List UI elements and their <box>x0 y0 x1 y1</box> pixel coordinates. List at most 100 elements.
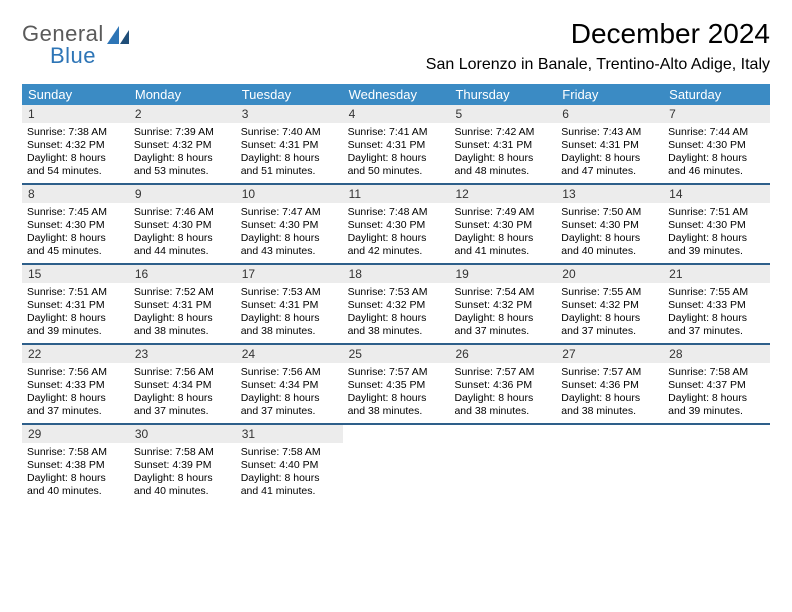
week-row: 29Sunrise: 7:58 AMSunset: 4:38 PMDayligh… <box>22 423 770 503</box>
day-number: 5 <box>449 105 556 123</box>
day-cell: 24Sunrise: 7:56 AMSunset: 4:34 PMDayligh… <box>236 345 343 423</box>
dow-saturday: Saturday <box>663 84 770 105</box>
day-body: Sunrise: 7:46 AMSunset: 4:30 PMDaylight:… <box>129 203 236 263</box>
calendar-grid: SundayMondayTuesdayWednesdayThursdayFrid… <box>22 84 770 503</box>
day-cell: 26Sunrise: 7:57 AMSunset: 4:36 PMDayligh… <box>449 345 556 423</box>
header: General Blue December 2024 San Lorenzo i… <box>22 18 770 80</box>
day-cell: 16Sunrise: 7:52 AMSunset: 4:31 PMDayligh… <box>129 265 236 343</box>
day-number: 28 <box>663 345 770 363</box>
day-body: Sunrise: 7:57 AMSunset: 4:36 PMDaylight:… <box>556 363 663 423</box>
day-number: 20 <box>556 265 663 283</box>
dow-tuesday: Tuesday <box>236 84 343 105</box>
day-body: Sunrise: 7:50 AMSunset: 4:30 PMDaylight:… <box>556 203 663 263</box>
day-body: Sunrise: 7:58 AMSunset: 4:38 PMDaylight:… <box>22 443 129 503</box>
day-number: 19 <box>449 265 556 283</box>
day-number: 18 <box>343 265 450 283</box>
day-cell: 8Sunrise: 7:45 AMSunset: 4:30 PMDaylight… <box>22 185 129 263</box>
day-body: Sunrise: 7:58 AMSunset: 4:37 PMDaylight:… <box>663 363 770 423</box>
day-number: 2 <box>129 105 236 123</box>
day-cell: 18Sunrise: 7:53 AMSunset: 4:32 PMDayligh… <box>343 265 450 343</box>
day-cell: 29Sunrise: 7:58 AMSunset: 4:38 PMDayligh… <box>22 425 129 503</box>
day-number: 24 <box>236 345 343 363</box>
week-row: 15Sunrise: 7:51 AMSunset: 4:31 PMDayligh… <box>22 263 770 343</box>
day-body: Sunrise: 7:48 AMSunset: 4:30 PMDaylight:… <box>343 203 450 263</box>
day-body: Sunrise: 7:45 AMSunset: 4:30 PMDaylight:… <box>22 203 129 263</box>
day-body: Sunrise: 7:53 AMSunset: 4:32 PMDaylight:… <box>343 283 450 343</box>
brand-text-2: Blue <box>50 44 104 67</box>
brand-logo: General Blue <box>22 22 131 67</box>
day-cell: .. <box>343 425 450 503</box>
dow-monday: Monday <box>129 84 236 105</box>
day-body: Sunrise: 7:58 AMSunset: 4:39 PMDaylight:… <box>129 443 236 503</box>
day-number: 15 <box>22 265 129 283</box>
dow-friday: Friday <box>556 84 663 105</box>
day-number: 29 <box>22 425 129 443</box>
day-number: 12 <box>449 185 556 203</box>
day-cell: 19Sunrise: 7:54 AMSunset: 4:32 PMDayligh… <box>449 265 556 343</box>
day-body: Sunrise: 7:47 AMSunset: 4:30 PMDaylight:… <box>236 203 343 263</box>
calendar-page: General Blue December 2024 San Lorenzo i… <box>0 0 792 503</box>
day-body: Sunrise: 7:52 AMSunset: 4:31 PMDaylight:… <box>129 283 236 343</box>
day-of-week-header: SundayMondayTuesdayWednesdayThursdayFrid… <box>22 84 770 105</box>
day-number: 14 <box>663 185 770 203</box>
dow-wednesday: Wednesday <box>343 84 450 105</box>
day-cell: 30Sunrise: 7:58 AMSunset: 4:39 PMDayligh… <box>129 425 236 503</box>
day-number: 26 <box>449 345 556 363</box>
dow-thursday: Thursday <box>449 84 556 105</box>
week-row: 1Sunrise: 7:38 AMSunset: 4:32 PMDaylight… <box>22 105 770 183</box>
day-number: 4 <box>343 105 450 123</box>
day-cell: 22Sunrise: 7:56 AMSunset: 4:33 PMDayligh… <box>22 345 129 423</box>
day-number: 11 <box>343 185 450 203</box>
day-number: 3 <box>236 105 343 123</box>
day-cell: 14Sunrise: 7:51 AMSunset: 4:30 PMDayligh… <box>663 185 770 263</box>
day-cell: 10Sunrise: 7:47 AMSunset: 4:30 PMDayligh… <box>236 185 343 263</box>
day-cell: 5Sunrise: 7:42 AMSunset: 4:31 PMDaylight… <box>449 105 556 183</box>
day-body: Sunrise: 7:53 AMSunset: 4:31 PMDaylight:… <box>236 283 343 343</box>
day-cell: 27Sunrise: 7:57 AMSunset: 4:36 PMDayligh… <box>556 345 663 423</box>
day-body: Sunrise: 7:41 AMSunset: 4:31 PMDaylight:… <box>343 123 450 183</box>
day-cell: 4Sunrise: 7:41 AMSunset: 4:31 PMDaylight… <box>343 105 450 183</box>
day-cell: .. <box>449 425 556 503</box>
day-body: Sunrise: 7:40 AMSunset: 4:31 PMDaylight:… <box>236 123 343 183</box>
title-block: December 2024 San Lorenzo in Banale, Tre… <box>426 18 770 80</box>
day-number: 10 <box>236 185 343 203</box>
day-number: 1 <box>22 105 129 123</box>
day-number: 16 <box>129 265 236 283</box>
day-cell: 25Sunrise: 7:57 AMSunset: 4:35 PMDayligh… <box>343 345 450 423</box>
day-cell: 2Sunrise: 7:39 AMSunset: 4:32 PMDaylight… <box>129 105 236 183</box>
day-cell: 1Sunrise: 7:38 AMSunset: 4:32 PMDaylight… <box>22 105 129 183</box>
day-number: 30 <box>129 425 236 443</box>
day-cell: 12Sunrise: 7:49 AMSunset: 4:30 PMDayligh… <box>449 185 556 263</box>
day-number: 22 <box>22 345 129 363</box>
day-cell: 13Sunrise: 7:50 AMSunset: 4:30 PMDayligh… <box>556 185 663 263</box>
day-number: 31 <box>236 425 343 443</box>
day-cell: 15Sunrise: 7:51 AMSunset: 4:31 PMDayligh… <box>22 265 129 343</box>
day-cell: 17Sunrise: 7:53 AMSunset: 4:31 PMDayligh… <box>236 265 343 343</box>
location: San Lorenzo in Banale, Trentino-Alto Adi… <box>426 56 770 74</box>
day-number: 7 <box>663 105 770 123</box>
day-body: Sunrise: 7:57 AMSunset: 4:36 PMDaylight:… <box>449 363 556 423</box>
day-body: Sunrise: 7:55 AMSunset: 4:32 PMDaylight:… <box>556 283 663 343</box>
day-cell: 11Sunrise: 7:48 AMSunset: 4:30 PMDayligh… <box>343 185 450 263</box>
day-cell: 28Sunrise: 7:58 AMSunset: 4:37 PMDayligh… <box>663 345 770 423</box>
day-body: Sunrise: 7:56 AMSunset: 4:34 PMDaylight:… <box>129 363 236 423</box>
day-body: Sunrise: 7:43 AMSunset: 4:31 PMDaylight:… <box>556 123 663 183</box>
day-body: Sunrise: 7:51 AMSunset: 4:31 PMDaylight:… <box>22 283 129 343</box>
day-number: 13 <box>556 185 663 203</box>
brand-sail-icon <box>107 26 131 46</box>
day-cell: 3Sunrise: 7:40 AMSunset: 4:31 PMDaylight… <box>236 105 343 183</box>
day-number: 6 <box>556 105 663 123</box>
day-cell: 9Sunrise: 7:46 AMSunset: 4:30 PMDaylight… <box>129 185 236 263</box>
week-row: 22Sunrise: 7:56 AMSunset: 4:33 PMDayligh… <box>22 343 770 423</box>
day-number: 21 <box>663 265 770 283</box>
day-cell: .. <box>556 425 663 503</box>
day-body: Sunrise: 7:54 AMSunset: 4:32 PMDaylight:… <box>449 283 556 343</box>
day-body: Sunrise: 7:38 AMSunset: 4:32 PMDaylight:… <box>22 123 129 183</box>
day-number: 25 <box>343 345 450 363</box>
day-body: Sunrise: 7:57 AMSunset: 4:35 PMDaylight:… <box>343 363 450 423</box>
day-cell: 6Sunrise: 7:43 AMSunset: 4:31 PMDaylight… <box>556 105 663 183</box>
day-cell: .. <box>663 425 770 503</box>
dow-sunday: Sunday <box>22 84 129 105</box>
day-cell: 7Sunrise: 7:44 AMSunset: 4:30 PMDaylight… <box>663 105 770 183</box>
day-body: Sunrise: 7:44 AMSunset: 4:30 PMDaylight:… <box>663 123 770 183</box>
